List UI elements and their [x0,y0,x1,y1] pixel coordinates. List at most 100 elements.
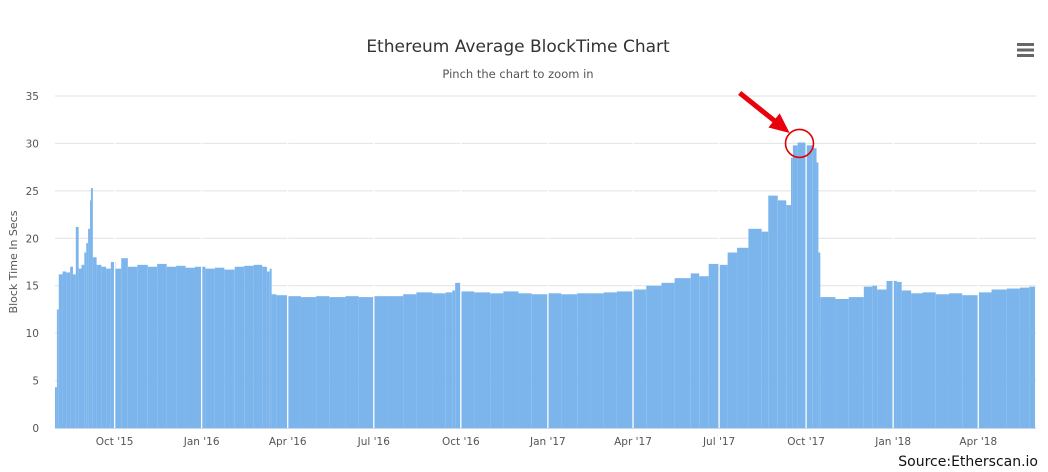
bar [835,298,849,428]
bar [432,293,446,428]
bar [445,292,453,428]
bar [646,285,662,428]
bar [590,293,604,428]
bar [224,269,235,428]
bar [877,289,887,428]
y-tick-label: 25 [26,186,39,198]
bar [358,297,374,428]
bar [56,309,59,428]
bar [90,200,91,428]
bar [577,293,591,428]
bar [768,195,778,428]
bar [1029,286,1036,428]
x-axis: Oct '15 Jan '16 Apr '16 Jul '16 Oct '16 Jan '… [55,428,1036,448]
bar-series [55,136,1036,429]
bar [81,264,85,428]
y-tick-label: 30 [26,138,39,150]
highlight-circle [784,128,815,159]
bar [110,262,116,428]
bar [373,296,388,428]
y-tick-label: 10 [26,328,39,340]
bar [345,296,359,428]
bar [101,266,107,428]
bar [55,387,57,428]
bar [455,282,461,428]
bar [253,264,263,428]
chart-title: Ethereum Average BlockTime Chart [366,37,670,57]
x-tick-label: Jan '18 [874,436,911,448]
bar [761,231,769,428]
bar [518,293,532,428]
source-credit: Source:Etherscan.io [898,454,1038,470]
bar [234,266,245,428]
bar [157,263,167,428]
bar [797,142,807,429]
bar [1006,288,1020,428]
bar [820,297,836,428]
chart-subtitle: Pinch the chart to zoom in [442,67,593,81]
bar [848,297,864,428]
bar [70,266,73,428]
bar [922,292,936,428]
x-tick-label: Apr '18 [959,436,997,448]
bar [166,266,177,428]
x-tick-label: Jul '16 [357,436,391,448]
bar [547,293,562,428]
bar [329,297,346,428]
bar [503,291,519,428]
bar [276,295,288,428]
y-tick-label: 5 [32,376,39,388]
bar [690,273,700,428]
bar [115,268,122,428]
arrow-head [768,113,790,133]
bar [616,291,634,428]
bar [935,294,949,428]
x-tick-label: Oct '17 [787,436,825,448]
y-axis: 0 5 10 15 20 25 30 35 [26,91,39,435]
hamburger-menu-icon[interactable] [1012,38,1038,62]
arrow-shaft [738,90,782,127]
bar [816,162,819,428]
bar [214,267,225,428]
bar [806,145,813,428]
y-tick-label: 20 [26,233,39,245]
bar [262,266,267,428]
bar [106,268,111,428]
bar [62,271,67,428]
bar [176,265,186,428]
bar [121,258,128,428]
bar [699,276,709,428]
bar [991,289,1007,428]
bar [748,228,762,428]
bar [244,265,254,428]
y-tick-label: 0 [32,423,39,435]
bar [84,252,87,428]
bar [777,200,787,428]
bar [962,295,979,428]
bar [633,289,647,428]
bar [737,247,749,428]
bar [137,264,148,428]
bar [72,274,76,428]
bar [147,266,158,428]
x-tick-label: Apr '16 [269,436,307,448]
bar [872,285,878,428]
x-tick-label: Jul '17 [702,436,735,448]
x-tick-label: Jan '17 [529,436,566,448]
x-tick-label: Jan '16 [183,436,220,448]
bar [719,264,728,428]
bar [474,292,491,428]
bar [603,292,617,428]
bar [92,257,97,428]
bar [812,148,817,428]
bar [271,294,277,428]
annotations [738,90,815,159]
bar [266,271,270,428]
bar [127,266,138,428]
bar [490,293,504,428]
bar [452,290,456,428]
bar [561,294,578,428]
x-tick-label: Oct '15 [96,436,134,448]
bar [790,157,793,428]
